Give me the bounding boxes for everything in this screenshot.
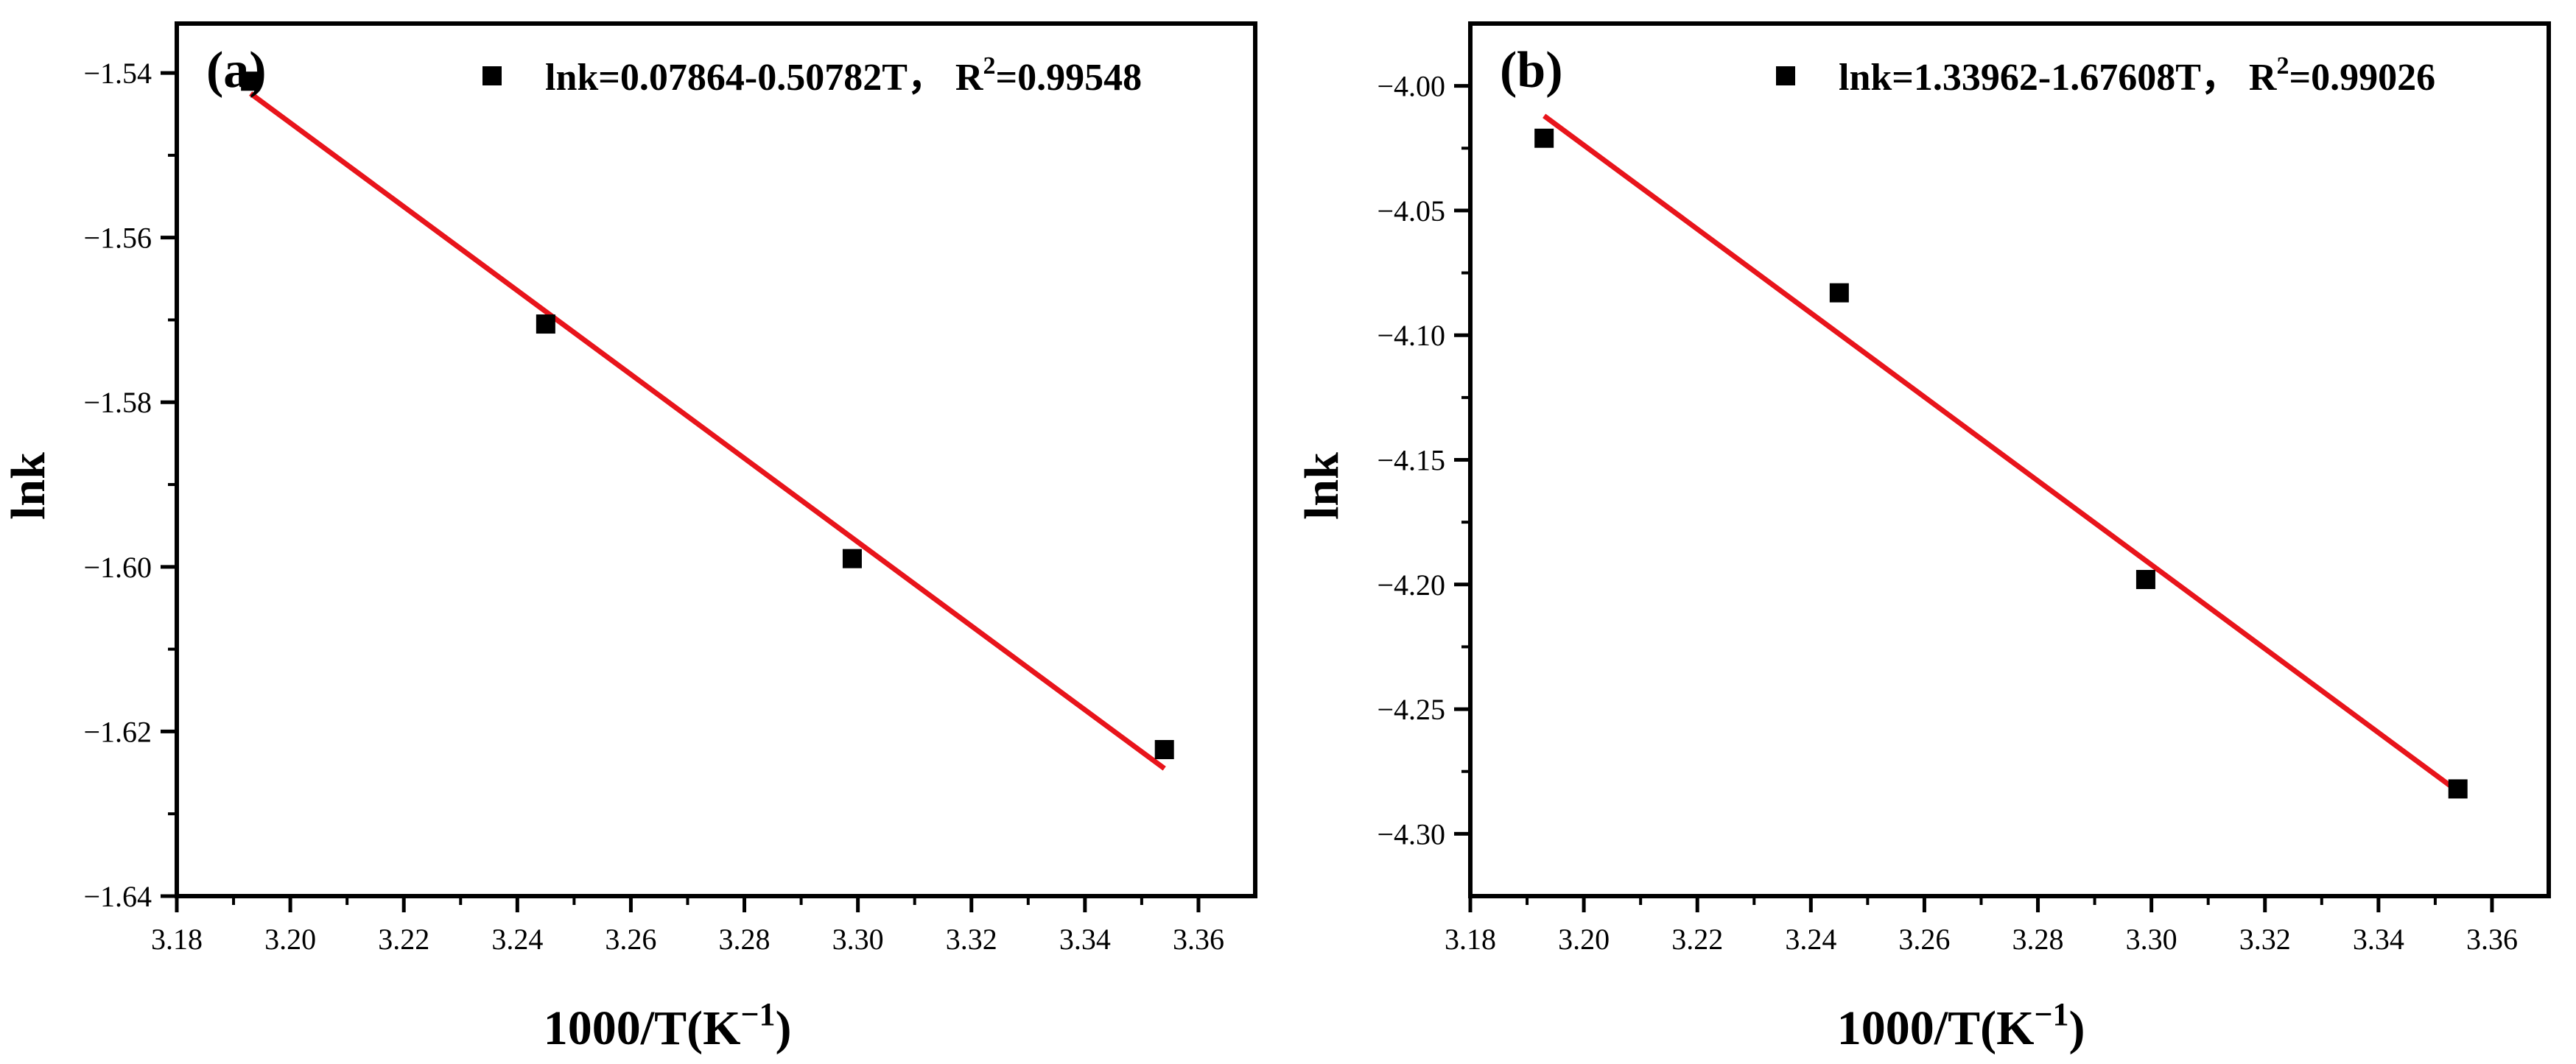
x-tick-label: 3.22 xyxy=(378,923,429,956)
legend-superscript: 2 xyxy=(983,52,995,80)
x-tick-label: 3.30 xyxy=(832,923,884,956)
data-point xyxy=(1829,283,1849,303)
legend-r2-value: =0.99026 xyxy=(2289,57,2435,99)
x-tick-label: 3.18 xyxy=(1445,923,1496,956)
data-point xyxy=(842,549,862,568)
y-tick-label: −1.62 xyxy=(83,715,152,748)
x-tick-label: 3.36 xyxy=(1173,923,1224,956)
x-tick-label: 3.22 xyxy=(1671,923,1723,956)
y-axis-ticks: −1.64 −1.62 −1.60 −1.58 −1.56 −1.54 xyxy=(83,57,177,913)
x-axis-title: 1000/T(K−1) xyxy=(544,996,792,1055)
y-tick-label: −1.56 xyxy=(83,222,152,255)
x-tick-label: 3.32 xyxy=(2239,923,2291,956)
x-axis-title: 1000/T(K−1) xyxy=(1837,996,2085,1055)
x-tick-label: 3.34 xyxy=(1059,923,1111,956)
x-axis-title-suffix: ) xyxy=(776,1001,792,1055)
y-tick-label: −1.54 xyxy=(83,57,152,90)
y-tick-label: −4.15 xyxy=(1377,444,1445,477)
x-tick-label: 3.28 xyxy=(719,923,771,956)
x-tick-label: 3.34 xyxy=(2353,923,2404,956)
x-axis-ticks: 3.18 3.20 3.22 3.24 3.26 3.28 3.30 3.32 3.34 3.36 xyxy=(1445,896,2518,956)
x-tick-label: 3.30 xyxy=(2126,923,2177,956)
x-tick-label: 3.32 xyxy=(946,923,997,956)
x-axis-ticks: 3.18 3.20 3.22 3.24 3.26 3.28 3.30 3.32 3.34 3.36 xyxy=(151,896,1224,956)
x-tick-label: 3.36 xyxy=(2466,923,2518,956)
x-tick-label: 3.20 xyxy=(264,923,316,956)
chart-panel-b: 3.18 3.20 3.22 3.24 3.26 3.28 3.30 3.32 3.34 3.36… xyxy=(1295,21,2551,1055)
x-tick-label: 3.26 xyxy=(1898,923,1950,956)
data-point xyxy=(536,314,555,334)
x-axis-title-superscript: −1 xyxy=(2034,996,2068,1032)
plot-frame xyxy=(175,21,1257,898)
y-tick-label: −4.10 xyxy=(1377,319,1445,352)
x-tick-label: 3.26 xyxy=(605,923,656,956)
x-axis-title-main: 1000/T(K xyxy=(1837,1001,2035,1055)
y-tick-label: −4.20 xyxy=(1377,568,1445,602)
y-axis-title: lnk xyxy=(1,452,55,520)
legend-entry: lnk=1.33962-1.67608T， R2=0.99026 xyxy=(1839,52,2435,99)
y-tick-label: −4.00 xyxy=(1377,70,1445,103)
data-marks xyxy=(241,71,1174,771)
data-marks xyxy=(1534,113,2468,799)
y-axis-ticks: −4.30 −4.25 −4.20 −4.15 −4.10 −4.05 −4.00 xyxy=(1377,70,1470,850)
legend-equation: lnk=0.07864-0.50782T， R xyxy=(545,57,984,99)
fit-line xyxy=(249,91,1166,771)
x-tick-label: 3.20 xyxy=(1558,923,1610,956)
legend-marker-square xyxy=(482,66,502,85)
y-tick-label: −4.30 xyxy=(1377,817,1445,850)
x-tick-label: 3.28 xyxy=(2012,923,2064,956)
data-point xyxy=(1154,740,1174,760)
x-axis-title-suffix: ) xyxy=(2069,1001,2085,1055)
legend-r2-value: =0.99548 xyxy=(995,57,1142,99)
x-axis-title-main: 1000/T(K xyxy=(544,1001,741,1055)
x-axis-title-superscript: −1 xyxy=(740,996,775,1032)
legend-superscript: 2 xyxy=(2276,52,2289,80)
data-point xyxy=(2135,570,2155,590)
legend-equation: lnk=1.33962-1.67608T， R xyxy=(1839,57,2278,99)
panel-label: (b) xyxy=(1500,42,1563,99)
chart-panel-a: 3.18 3.20 3.22 3.24 3.26 3.28 3.30 3.32 3.34 3.36… xyxy=(1,21,1257,1055)
y-tick-label: −1.60 xyxy=(83,551,152,584)
data-point xyxy=(2448,779,2468,799)
x-tick-label: 3.18 xyxy=(151,923,203,956)
y-axis-title: lnk xyxy=(1295,452,1349,520)
legend-entry: lnk=0.07864-0.50782T， R2=0.99548 xyxy=(545,52,1142,99)
data-point xyxy=(1534,128,1554,148)
x-tick-label: 3.24 xyxy=(491,923,543,956)
data-point xyxy=(241,71,261,91)
y-tick-label: −1.64 xyxy=(83,880,152,913)
panel-label: (a) xyxy=(206,42,267,99)
fit-line xyxy=(1543,113,2460,794)
legend-marker-square xyxy=(1776,66,1795,85)
y-tick-label: −1.58 xyxy=(83,386,152,419)
x-tick-label: 3.24 xyxy=(1785,923,1836,956)
y-tick-label: −4.05 xyxy=(1377,194,1445,228)
y-tick-label: −4.25 xyxy=(1377,693,1445,726)
